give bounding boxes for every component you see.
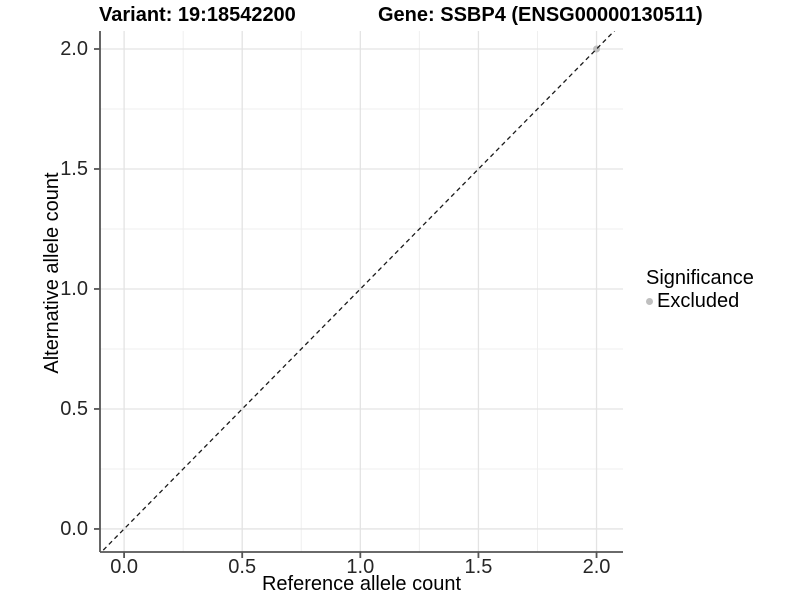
y-axis-label: Alternative allele count bbox=[41, 172, 63, 374]
y-tick-label: 0.0 bbox=[60, 517, 88, 540]
identity-reference-line bbox=[100, 31, 616, 552]
legend-item-excluded: Excluded bbox=[646, 290, 754, 312]
legend: Significance Excluded bbox=[646, 267, 754, 312]
x-tick-label: 0.0 bbox=[110, 556, 138, 578]
y-tick-label: 1.0 bbox=[60, 277, 88, 300]
x-tick-label: 0.5 bbox=[228, 556, 257, 578]
x-tick-label: 1.0 bbox=[346, 556, 375, 578]
plot-title-variant: Variant: 19:18542200 bbox=[99, 4, 296, 26]
x-tick-label: 2.0 bbox=[582, 556, 611, 578]
legend-title: Significance bbox=[646, 267, 754, 289]
plot-title-gene: Gene: SSBP4 (ENSG00000130511) bbox=[378, 4, 703, 26]
x-tick-label: 1.5 bbox=[464, 556, 493, 578]
panel-background bbox=[100, 31, 623, 552]
y-tick-label: 0.5 bbox=[60, 397, 88, 420]
y-tick-label: 1.5 bbox=[60, 157, 88, 180]
legend-item-label: Excluded bbox=[657, 290, 740, 312]
legend-key-dot bbox=[646, 297, 653, 305]
plot-panel bbox=[94, 31, 623, 558]
x-axis-label: Reference allele count bbox=[261, 573, 461, 595]
y-tick-label: 2.0 bbox=[60, 37, 88, 60]
